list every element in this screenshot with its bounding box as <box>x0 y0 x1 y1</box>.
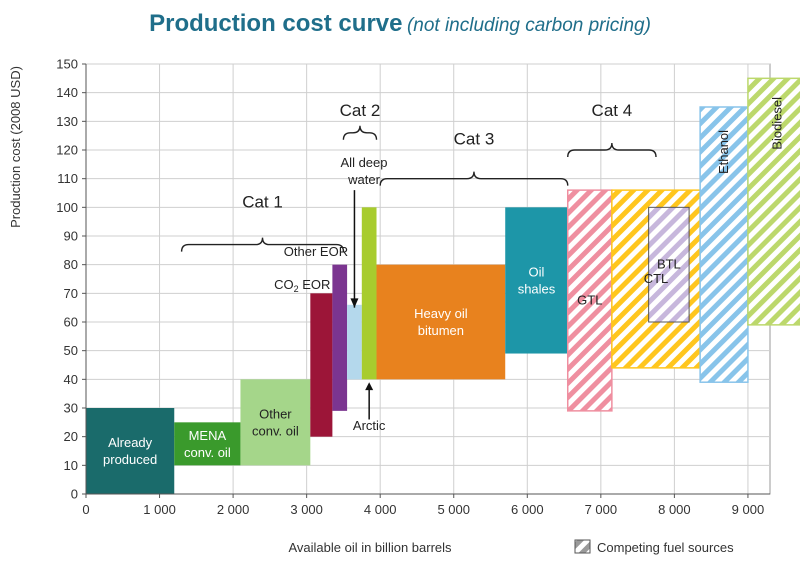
x-tick-label: 8 000 <box>658 502 691 517</box>
bar-already-produced <box>86 408 175 494</box>
bar-label-mena-conv-oil: MENA <box>189 428 227 443</box>
bar-label-oil-shales: shales <box>518 281 556 296</box>
x-tick-label: 4 000 <box>364 502 397 517</box>
brace-cat-4 <box>567 142 657 158</box>
bar-mena-conv-oil <box>174 422 241 466</box>
callout-all-deep-water: All deep <box>341 155 388 170</box>
label-cat-1: Cat 1 <box>242 193 283 212</box>
label-cat-4: Cat 4 <box>592 101 633 120</box>
x-tick-label: 0 <box>82 502 89 517</box>
bar-label-gtl: GTL <box>577 293 602 308</box>
brace-cat-3 <box>379 171 569 186</box>
bar-ethanol <box>699 106 749 383</box>
y-tick-label: 150 <box>56 57 78 72</box>
bar-label-heavy-oil-bitumen: bitumen <box>418 323 464 338</box>
bar-other-conv-oil <box>240 379 311 466</box>
bar-label-other-conv-oil: conv. oil <box>252 423 299 438</box>
bar-label-biodiesel: Biodiesel <box>769 97 784 150</box>
x-tick-label: 6 000 <box>511 502 544 517</box>
brace-cat-2 <box>342 125 378 140</box>
arrowhead-deep-water <box>350 298 359 308</box>
category-braces: Cat 1 Cat 2 Cat 3 Cat 4 <box>180 101 657 252</box>
x-axis-label: Available oil in billion barrels <box>288 540 452 555</box>
bar-label-ctl: CTL <box>644 271 669 286</box>
bar-label-oil-shales: Oil <box>529 264 545 279</box>
x-tick-label: 7 000 <box>585 502 618 517</box>
label-cat-2: Cat 2 <box>340 101 381 120</box>
y-tick-label: 80 <box>64 257 78 272</box>
x-tick-label: 3 000 <box>290 502 323 517</box>
x-tick-label: 5 000 <box>437 502 470 517</box>
y-tick-label: 40 <box>64 372 78 387</box>
legend-label: Competing fuel sources <box>597 540 734 555</box>
chart-title-block: Production cost curve (not including car… <box>0 10 800 38</box>
callout-other-eor: Other EOR <box>284 244 348 259</box>
y-tick-label: 60 <box>64 315 78 330</box>
bar-oil-shales <box>505 207 568 354</box>
x-tick-label: 1 000 <box>143 502 176 517</box>
bar-label-btl: BTL <box>657 257 681 272</box>
bar-biodiesel <box>747 77 800 326</box>
y-tick-label: 50 <box>64 343 78 358</box>
bar-btl <box>648 206 690 323</box>
bar-other-eor <box>332 264 348 411</box>
y-tick-label: 140 <box>56 85 78 100</box>
bar-labels: Already produced MENA conv. oil Other conv. o… <box>103 97 784 467</box>
bar-label-already-produced: Already <box>108 435 153 450</box>
bar-all-deep-water <box>361 207 377 380</box>
y-tick-label: 0 <box>71 487 78 502</box>
chart-title: Production cost curve <box>149 10 403 37</box>
y-tick-label: 30 <box>64 401 78 416</box>
bar-arctic <box>347 304 362 380</box>
x-tick-label: 9 000 <box>732 502 765 517</box>
brace-cat-1 <box>180 237 345 252</box>
y-tick-label: 90 <box>64 229 78 244</box>
bars <box>86 77 800 494</box>
y-tick-label: 70 <box>64 286 78 301</box>
bar-co2-eor <box>310 293 333 437</box>
bar-label-heavy-oil-bitumen: Heavy oil <box>414 306 468 321</box>
bar-label-ethanol: Ethanol <box>716 130 731 174</box>
legend-swatch-hatched <box>574 539 591 554</box>
y-tick-label: 20 <box>64 429 78 444</box>
callouts: Other EOR CO2 EOR All deep water Arctic <box>274 155 387 433</box>
callout-co2-eor: CO2 EOR <box>274 277 330 294</box>
bar-label-mena-conv-oil: conv. oil <box>184 445 231 460</box>
callout-arctic: Arctic <box>353 418 386 433</box>
legend: Competing fuel sources <box>574 539 734 555</box>
y-tick-label: 130 <box>56 114 78 129</box>
y-tick-label: 110 <box>57 171 78 186</box>
y-tick-label: 120 <box>56 143 78 158</box>
arrowhead-arctic <box>365 382 374 391</box>
axes: 0 10 20 30 40 50 60 70 80 90 100 110 120 130 140 150 0 1 … <box>56 57 770 517</box>
y-axis-label: Production cost (2008 USD) <box>8 66 23 228</box>
callout-all-deep-water: water <box>347 172 380 187</box>
x-tick-label: 2 000 <box>217 502 250 517</box>
bar-label-other-conv-oil: Other <box>259 406 292 421</box>
bar-label-already-produced: produced <box>103 452 157 467</box>
label-cat-3: Cat 3 <box>454 130 495 149</box>
y-tick-label: 100 <box>56 200 78 215</box>
bar-heavy-oil-bitumen <box>376 264 506 380</box>
y-tick-label: 10 <box>64 458 78 473</box>
chart-subtitle: (not including carbon pricing) <box>406 15 651 36</box>
